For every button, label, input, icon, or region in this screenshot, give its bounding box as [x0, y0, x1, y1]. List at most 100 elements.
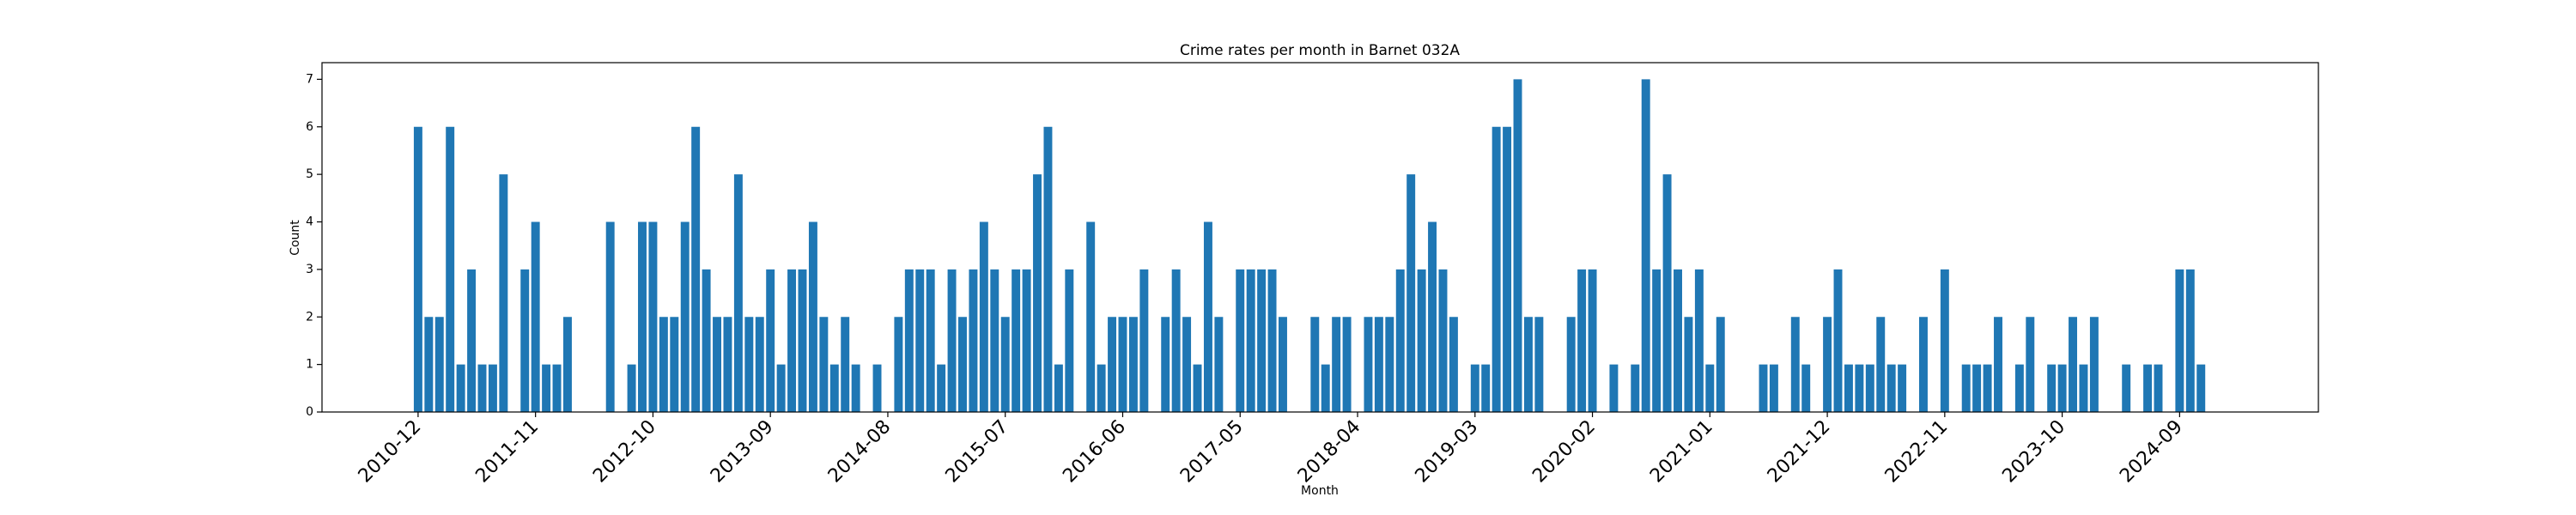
- bar: [1065, 269, 1074, 412]
- x-tick-label: 2020-02: [1528, 416, 1600, 488]
- y-tick-label: 1: [306, 358, 313, 372]
- bar: [872, 364, 882, 412]
- x-tick-label: 2016-06: [1059, 416, 1130, 488]
- bar: [499, 174, 508, 412]
- bar: [1801, 364, 1811, 412]
- y-tick-label: 3: [306, 263, 313, 276]
- bar: [1898, 364, 1907, 412]
- x-tick-label: 2013-09: [707, 416, 778, 488]
- bar: [413, 126, 422, 412]
- bar: [1108, 317, 1117, 412]
- x-tick-label: 2021-12: [1764, 416, 1835, 488]
- bar: [1438, 269, 1448, 412]
- bar: [851, 364, 860, 412]
- bar: [1193, 364, 1202, 412]
- bar: [1161, 317, 1170, 412]
- bar: [2185, 269, 2195, 412]
- bar: [467, 269, 477, 412]
- x-tick-label: 2022-11: [1881, 416, 1953, 488]
- bar: [638, 221, 647, 412]
- bar: [990, 269, 999, 412]
- bar: [1694, 269, 1704, 412]
- bar: [1769, 364, 1778, 412]
- y-tick-label: 5: [306, 167, 313, 181]
- bar: [2057, 364, 2067, 412]
- bar: [787, 269, 797, 412]
- bar: [424, 317, 434, 412]
- bar: [1674, 269, 1682, 412]
- bar: [605, 221, 615, 412]
- bar: [1876, 317, 1886, 412]
- bar: [2175, 269, 2184, 412]
- x-tick-label: 2018-04: [1294, 416, 1365, 488]
- bar: [1406, 174, 1416, 412]
- bar: [1609, 364, 1619, 412]
- bar: [1534, 317, 1544, 412]
- bar: [648, 221, 658, 412]
- bar: [894, 317, 903, 412]
- bar: [1214, 317, 1224, 412]
- bar: [1823, 317, 1832, 412]
- bar: [2047, 364, 2057, 412]
- bar: [1513, 79, 1522, 412]
- bar: [477, 364, 487, 412]
- bar: [2026, 317, 2035, 412]
- x-axis-label: Month: [1301, 484, 1339, 498]
- bar: [1716, 317, 1725, 412]
- x-tick-label: 2017-05: [1176, 416, 1248, 488]
- y-axis-label: Count: [289, 220, 302, 256]
- x-tick-label: 2014-08: [824, 416, 896, 488]
- bar: [1417, 269, 1426, 412]
- bar: [1919, 317, 1928, 412]
- bar: [1118, 317, 1127, 412]
- bar: [958, 317, 967, 412]
- bar: [829, 364, 839, 412]
- bar: [915, 269, 925, 412]
- x-tick-label: 2023-10: [1998, 416, 2069, 488]
- bar: [542, 364, 551, 412]
- bar: [1983, 364, 1992, 412]
- chart-title: Crime rates per month in Barnet 032A: [1180, 42, 1460, 59]
- bar: [2196, 364, 2206, 412]
- plot-frame: [321, 62, 2319, 413]
- bar: [926, 269, 935, 412]
- bar: [2014, 364, 2024, 412]
- bar: [1000, 317, 1010, 412]
- bar: [2079, 364, 2088, 412]
- bar: [1833, 269, 1843, 412]
- bar: [1759, 364, 1768, 412]
- bar: [680, 221, 690, 412]
- bar: [1086, 221, 1096, 412]
- bar: [1139, 269, 1149, 412]
- bar: [1022, 269, 1031, 412]
- bar: [1364, 317, 1373, 412]
- bar: [1321, 364, 1330, 412]
- bar: [1310, 317, 1320, 412]
- bar: [1395, 269, 1405, 412]
- bar: [755, 317, 764, 412]
- bar: [1267, 269, 1277, 412]
- bar: [1652, 269, 1662, 412]
- bar: [841, 317, 850, 412]
- bar: [1257, 269, 1267, 412]
- bar: [627, 364, 636, 412]
- x-tick-label: 2015-07: [942, 416, 1013, 488]
- bar: [937, 364, 946, 412]
- bar: [2143, 364, 2153, 412]
- bar: [1855, 364, 1864, 412]
- bar: [1470, 364, 1479, 412]
- bar: [1449, 317, 1458, 412]
- bar: [488, 364, 497, 412]
- y-tick-label: 0: [306, 405, 313, 419]
- bar: [1332, 317, 1341, 412]
- bar: [1279, 317, 1287, 412]
- bar: [776, 364, 786, 412]
- bar: [819, 317, 829, 412]
- bar: [1492, 126, 1501, 412]
- bar: [979, 221, 988, 412]
- bar: [1043, 126, 1053, 412]
- bar: [1577, 269, 1587, 412]
- bar: [1236, 269, 1245, 412]
- y-tick-label: 7: [306, 72, 313, 86]
- bar: [1385, 317, 1394, 412]
